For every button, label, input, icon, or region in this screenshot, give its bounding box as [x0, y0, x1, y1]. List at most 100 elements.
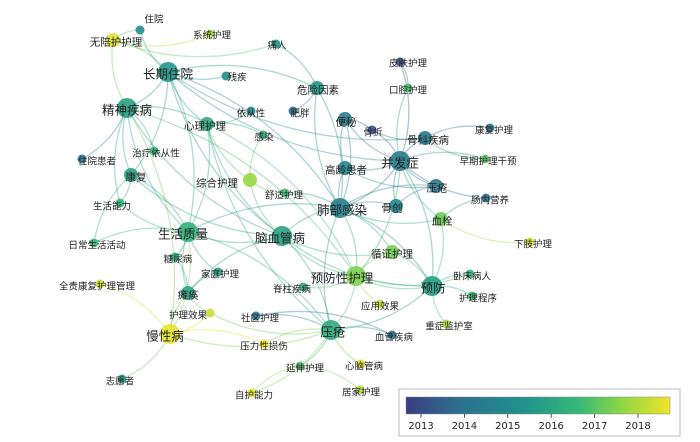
node-label: 自护能力 — [235, 389, 273, 401]
node-label: 居家护理 — [342, 386, 381, 398]
node-n58 — [355, 385, 365, 395]
node-n16 — [418, 131, 432, 145]
node-n30 — [330, 198, 350, 218]
node-label: 护理程序 — [459, 292, 498, 304]
node-n49 — [251, 311, 261, 321]
legend-tick-label: 2013 — [408, 421, 433, 432]
network-link — [396, 87, 409, 162]
node-label: 压疮 — [427, 182, 448, 195]
node-n26 — [280, 188, 290, 198]
node-n27 — [429, 179, 443, 193]
node-n33 — [178, 222, 198, 242]
legend-color-bar — [405, 396, 671, 415]
network-link — [167, 64, 318, 89]
node-label: 血管疾病 — [375, 331, 414, 343]
node-label: 血栓 — [432, 215, 453, 228]
node-n19 — [258, 130, 268, 140]
node-label: 痛人 — [267, 39, 287, 51]
node-label: 预防 — [420, 280, 445, 295]
network-link — [339, 207, 433, 287]
node-label: 社区护理 — [241, 312, 280, 324]
network-link — [167, 71, 426, 141]
node-label: 康复护理 — [475, 124, 514, 136]
node-label: 骨科疾病 — [407, 134, 449, 147]
node-label: 残疾 — [227, 71, 247, 83]
node-n14 — [338, 112, 352, 126]
network-nodes — [77, 25, 535, 398]
node-label: 长期住院 — [143, 66, 194, 81]
network-link — [440, 218, 531, 244]
node-label: 住院患者 — [78, 155, 116, 167]
node-label: 并发症 — [381, 155, 419, 170]
network-link — [330, 285, 433, 331]
legend-tick-label: 2015 — [495, 421, 520, 432]
legend-tick-label: 2018 — [625, 421, 650, 432]
node-n54 — [259, 339, 269, 349]
network-link — [126, 107, 176, 335]
network-link — [113, 107, 128, 204]
network-link — [431, 218, 445, 287]
node-label: 脑血管病 — [255, 230, 305, 245]
node-n10 — [117, 98, 137, 118]
node-n55 — [295, 361, 305, 371]
node-label: 护理效果 — [169, 309, 208, 321]
node-label: 依从性 — [237, 107, 266, 119]
node-label: 压疮 — [320, 324, 345, 339]
legend-tick-label: 2017 — [582, 421, 607, 432]
node-n56 — [356, 359, 366, 369]
network-link — [399, 61, 410, 162]
node-label: 皮肤护理 — [389, 57, 428, 69]
node-n8 — [310, 81, 324, 95]
network-link — [339, 184, 437, 209]
node-label: 口腔护理 — [389, 84, 428, 96]
node-label: 康复 — [126, 171, 147, 184]
node-n11 — [246, 106, 256, 116]
year-legend: 2013 2014 2015 2016 2017 2018 — [398, 388, 681, 437]
network-link — [187, 123, 211, 233]
legend-tick-label: 2014 — [452, 421, 477, 432]
node-label: 压力性损伤 — [240, 340, 288, 352]
network-link — [344, 167, 437, 189]
node-label: 住院 — [144, 13, 164, 25]
node-label: 心脑管病 — [345, 360, 384, 372]
node-n25 — [243, 173, 257, 187]
node-label: 糖尿病 — [164, 253, 193, 265]
network-link — [187, 235, 283, 294]
node-label: 循证护理 — [371, 248, 413, 261]
node-n41 — [465, 269, 475, 279]
node-n20 — [77, 154, 87, 164]
node-label: 便秘 — [336, 116, 357, 129]
node-n9 — [403, 83, 413, 93]
node-label: 全责康复护理管理 — [59, 280, 136, 292]
node-n34 — [272, 226, 292, 246]
network-link — [169, 231, 192, 335]
network-link — [112, 39, 277, 58]
network-link — [281, 235, 393, 257]
network-link — [167, 71, 195, 233]
node-label: 骨创 — [382, 202, 403, 215]
node-n31 — [389, 199, 403, 213]
network-link — [206, 123, 283, 237]
network-link — [167, 71, 401, 162]
network-link — [355, 273, 471, 286]
network-link — [169, 329, 332, 348]
network-link — [355, 160, 401, 277]
node-n37 — [385, 245, 399, 259]
node-n2 — [106, 33, 120, 47]
node-n5 — [395, 57, 405, 67]
node-n51 — [321, 320, 341, 340]
node-label: 志愿者 — [106, 375, 135, 387]
node-n57 — [117, 374, 127, 384]
node-label: 重症监护室 — [425, 320, 473, 332]
network-link — [299, 365, 361, 391]
node-label: 系统护理 — [193, 29, 232, 41]
node-n32 — [434, 212, 448, 226]
node-n6 — [158, 62, 178, 82]
node-label: 延伸护理 — [286, 362, 325, 374]
node-n44 — [298, 282, 308, 292]
node-n18 — [149, 146, 159, 156]
network-link — [111, 39, 128, 109]
node-n36 — [89, 238, 99, 248]
